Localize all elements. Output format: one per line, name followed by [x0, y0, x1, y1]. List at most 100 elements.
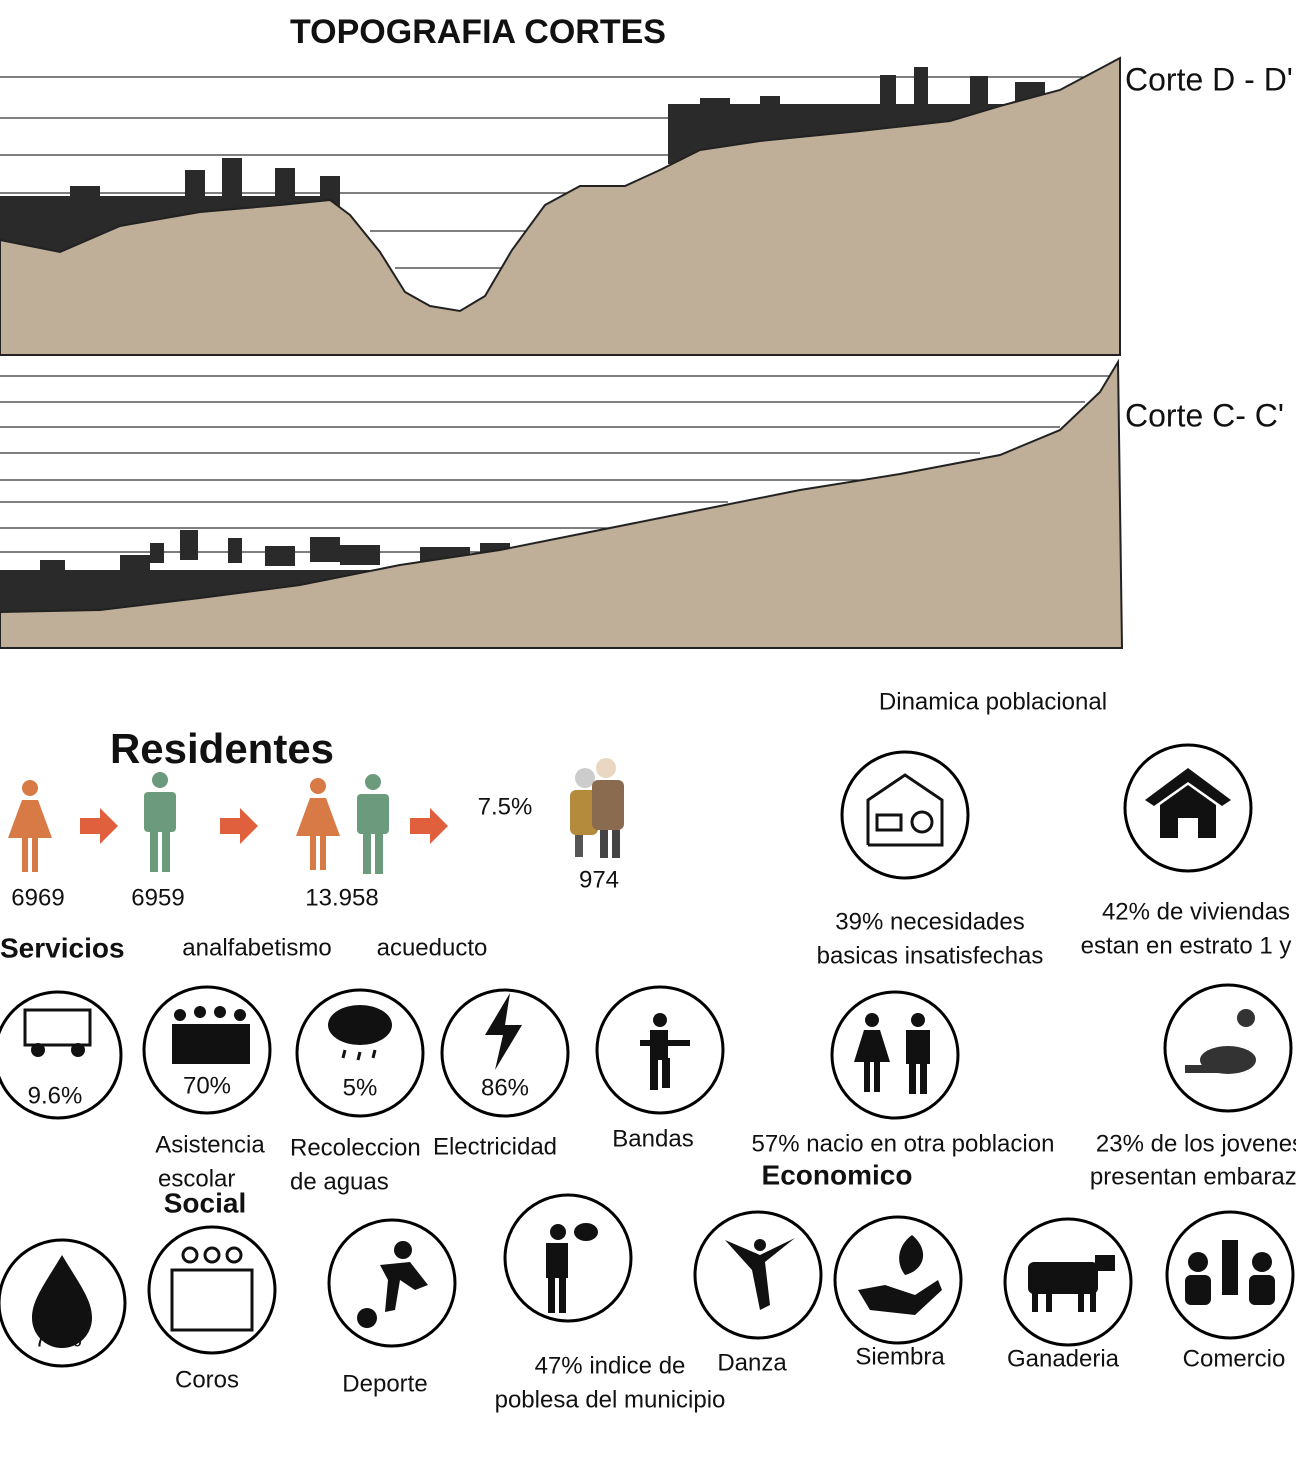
label: Ganaderia — [1007, 1345, 1120, 1372]
icon-circle-part-part — [906, 1030, 930, 1064]
icon-circle-part-part — [865, 1013, 879, 1027]
label: 47% indice de — [535, 1352, 686, 1379]
label: Danza — [717, 1349, 787, 1376]
heading: Residentes — [110, 725, 334, 772]
icon-circle-part-part — [548, 1278, 555, 1313]
skyline-part — [222, 158, 242, 198]
value: 6959 — [131, 884, 184, 911]
label: Siembra — [855, 1343, 945, 1370]
person-icon-part — [144, 792, 176, 832]
icon-circle-part-part — [653, 1013, 667, 1027]
icon-circle-part-part — [911, 1013, 925, 1027]
person-icon-part — [296, 798, 340, 836]
person-icon-part — [22, 780, 38, 796]
icon-circle-part-part — [1188, 1252, 1208, 1272]
person-icon-part — [310, 778, 326, 794]
skyline-part — [700, 98, 730, 108]
icon-circle-part — [842, 752, 968, 878]
icon-circle-part — [328, 1005, 392, 1045]
icon-circle-part — [835, 1217, 961, 1343]
heading: Social — [164, 1187, 246, 1218]
person-icon-part — [363, 832, 371, 874]
person-icon-part — [375, 832, 383, 874]
icon-circle-part-part — [864, 1062, 870, 1092]
label: presentan embarazo — [1090, 1163, 1296, 1190]
person-icon-part — [32, 838, 38, 872]
icon-circle-part-part — [574, 1223, 598, 1241]
person-icon-part — [152, 772, 168, 788]
heading: Servicios — [0, 932, 125, 963]
label: Comercio — [1183, 1345, 1286, 1372]
label: Bandas — [612, 1125, 693, 1152]
icon-circle-part-part — [343, 1050, 345, 1058]
icon-circle-part-part — [214, 1006, 226, 1018]
label: poblesa del municipio — [495, 1386, 726, 1413]
skyline-part — [970, 76, 988, 106]
icon-circle-part-part — [754, 1239, 766, 1251]
arrow-part — [220, 808, 258, 844]
section-label: Corte D - D' — [1125, 61, 1293, 97]
value: 7.5% — [478, 793, 533, 820]
icon-circle-part-part — [650, 1060, 658, 1090]
label: 57% nacio en otra poblacion — [752, 1130, 1055, 1157]
skyline-part — [120, 555, 150, 575]
label: basicas insatisfechas — [817, 942, 1044, 969]
value: 70% — [34, 1325, 82, 1352]
icon-circle-part — [31, 1043, 45, 1057]
person-icon-part — [8, 800, 52, 838]
icon-circle-part-part — [874, 1062, 880, 1092]
arrow-part — [410, 808, 448, 844]
label: de aguas — [290, 1168, 389, 1195]
elderly-icon-part — [575, 835, 583, 857]
elderly-icon-part — [596, 758, 616, 778]
value: 6969 — [11, 884, 64, 911]
skyline-part — [40, 560, 65, 575]
icon-circle-part-part — [640, 1040, 690, 1046]
person-icon-part — [365, 774, 381, 790]
icon-circle-part-part — [1032, 1292, 1038, 1312]
icon-circle — [0, 1195, 1293, 1366]
skyline-part — [70, 186, 100, 206]
icon-circle-part-part — [358, 1052, 360, 1060]
label: Recoleccion — [290, 1134, 421, 1161]
icon-circle-part-part — [909, 1064, 916, 1094]
icon-circle-part-part — [174, 1009, 186, 1021]
person-icon-part — [310, 836, 316, 870]
label: 39% necesidades — [835, 908, 1024, 935]
person-icon — [8, 772, 389, 874]
icon-circle-part-part — [1185, 1275, 1211, 1305]
section-label: Corte C- C' — [1125, 397, 1284, 433]
elderly-icon-part — [612, 830, 620, 858]
person-icon-part — [357, 794, 389, 834]
arrow — [80, 808, 448, 844]
icon-circle-part-part — [373, 1050, 375, 1058]
skyline-part — [914, 67, 928, 107]
label: Asistencia — [155, 1131, 265, 1158]
elderly-icon-part — [600, 830, 608, 858]
icon-circle-part-part — [1252, 1252, 1272, 1272]
skyline-part — [310, 537, 340, 562]
icon-circle-part-part — [559, 1278, 566, 1313]
icon-circle-part-part — [1237, 1009, 1255, 1027]
skyline-part — [320, 176, 340, 201]
icon-circle-part-part — [1090, 1292, 1096, 1312]
icon-circle-part-part — [546, 1243, 568, 1278]
skyline-part — [185, 170, 205, 200]
skyline-part — [275, 168, 295, 198]
icon-circle-part-part — [194, 1006, 206, 1018]
icon-circle-part-part — [1028, 1262, 1098, 1294]
person-icon-part — [162, 830, 170, 872]
icon-circle-part-part — [1185, 1065, 1225, 1073]
arrow-part — [80, 808, 118, 844]
title: TOPOGRAFIA CORTES — [290, 13, 666, 51]
icon-circle-part-part — [1249, 1275, 1275, 1305]
icon-circle-part-part — [1095, 1255, 1115, 1271]
icon-circle-part-part — [662, 1058, 670, 1088]
icon-circle-part — [71, 1043, 85, 1057]
value: 9.6% — [28, 1082, 83, 1109]
person-icon-part — [22, 838, 28, 872]
icon-circle-part-part — [357, 1308, 377, 1328]
value: 70% — [183, 1072, 231, 1099]
skyline-part — [880, 75, 896, 105]
value: 5% — [343, 1074, 378, 1101]
